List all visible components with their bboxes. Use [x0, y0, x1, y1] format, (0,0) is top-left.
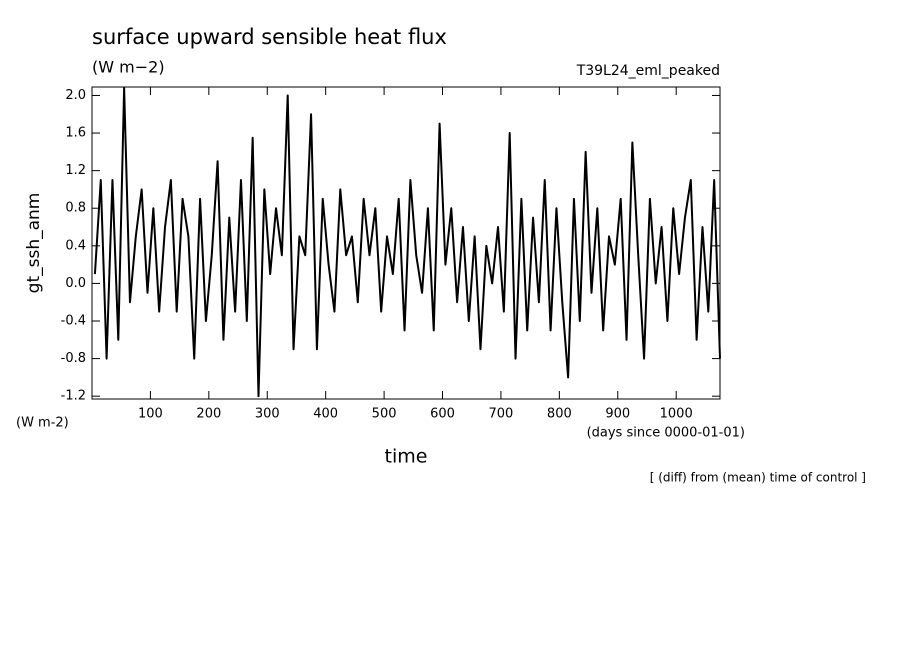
- y-unit: (W m-2): [16, 416, 69, 431]
- x-tick-label: 900: [605, 407, 630, 422]
- y-tick-label: 0.0: [65, 276, 86, 291]
- x-tick-label: 300: [255, 407, 280, 422]
- y-tick-label: 2.0: [65, 88, 86, 103]
- y-axis-label: gt_ssh_anm: [24, 193, 44, 294]
- x-tick-label: 700: [489, 407, 514, 422]
- y-tick-label: -1.2: [61, 389, 86, 404]
- x-axis-label: time: [385, 446, 428, 468]
- y-tick-label: 1.2: [65, 163, 86, 178]
- x-tick-label: 1000: [660, 407, 693, 422]
- run-label: T39L24_eml_peaked: [576, 63, 720, 79]
- chart-subtitle: (W m−2): [92, 58, 165, 77]
- x-tick-label: 100: [138, 407, 163, 422]
- x-tick-label: 600: [430, 407, 455, 422]
- y-tick-label: -0.8: [61, 351, 86, 366]
- x-unit: (days since 0000-01-01): [587, 426, 745, 441]
- x-tick-label: 500: [372, 407, 397, 422]
- x-tick-label: 400: [313, 407, 338, 422]
- series-line: [93, 86, 721, 398]
- footnote: [ (diff) from (mean) time of control ]: [650, 471, 866, 485]
- y-tick-label: 0.4: [65, 238, 86, 253]
- y-tick-label: 0.8: [65, 201, 86, 216]
- chart-title: surface upward sensible heat flux: [92, 25, 447, 49]
- plot-frame: [91, 86, 721, 400]
- y-tick-label: 1.6: [65, 126, 86, 141]
- y-tick-label: -0.4: [61, 314, 86, 329]
- x-tick-label: 800: [547, 407, 572, 422]
- x-tick-label: 200: [196, 407, 221, 422]
